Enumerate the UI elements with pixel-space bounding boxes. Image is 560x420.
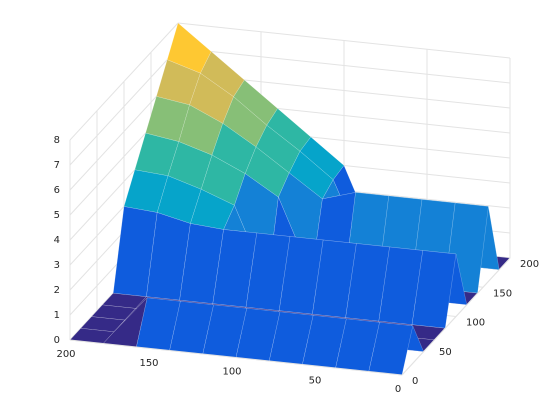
surface-patch	[166, 22, 212, 74]
y-tick-label: 200	[520, 259, 539, 270]
x-tick-label: 50	[309, 375, 322, 386]
surface-patch	[266, 108, 312, 152]
z-tick-label: 6	[54, 185, 60, 196]
surface-patch	[255, 124, 301, 174]
surface-patch	[189, 72, 234, 124]
surface-patch	[299, 136, 345, 181]
z-tick-label: 5	[54, 210, 60, 221]
surface-patch	[112, 206, 158, 297]
surface-patch	[91, 304, 137, 321]
y-tick-label: 100	[466, 318, 485, 329]
surface-patch	[244, 146, 290, 198]
y-tick-label: 50	[439, 347, 452, 358]
z-tick-label: 7	[54, 160, 60, 171]
z-tick-label: 1	[54, 310, 60, 321]
y-tick-label: 0	[412, 376, 418, 387]
grid-line	[69, 22, 179, 141]
x-tick-label: 0	[395, 384, 401, 395]
surface-patch	[245, 232, 291, 311]
x-tick-label: 100	[222, 367, 241, 378]
y-tick-label: 150	[493, 288, 512, 299]
grid-line	[177, 47, 511, 84]
axis-line	[401, 257, 511, 376]
axis-line	[69, 339, 403, 376]
surface-patch	[378, 246, 424, 325]
x-tick-label: 200	[56, 349, 75, 360]
surface-patch	[312, 239, 357, 318]
z-tick-label: 2	[54, 285, 60, 296]
surface-patch	[200, 154, 246, 206]
z-tick-label: 4	[54, 235, 60, 246]
surface-patch	[145, 96, 190, 142]
z-tick-label: 3	[54, 260, 60, 271]
z-tick-label: 8	[54, 135, 60, 146]
grid-line	[177, 22, 511, 59]
x-tick-label: 150	[139, 358, 158, 369]
z-tick-label: 0	[54, 335, 60, 346]
surface-patch	[411, 250, 457, 329]
grid-line	[69, 47, 179, 166]
surface-patch	[179, 223, 224, 304]
